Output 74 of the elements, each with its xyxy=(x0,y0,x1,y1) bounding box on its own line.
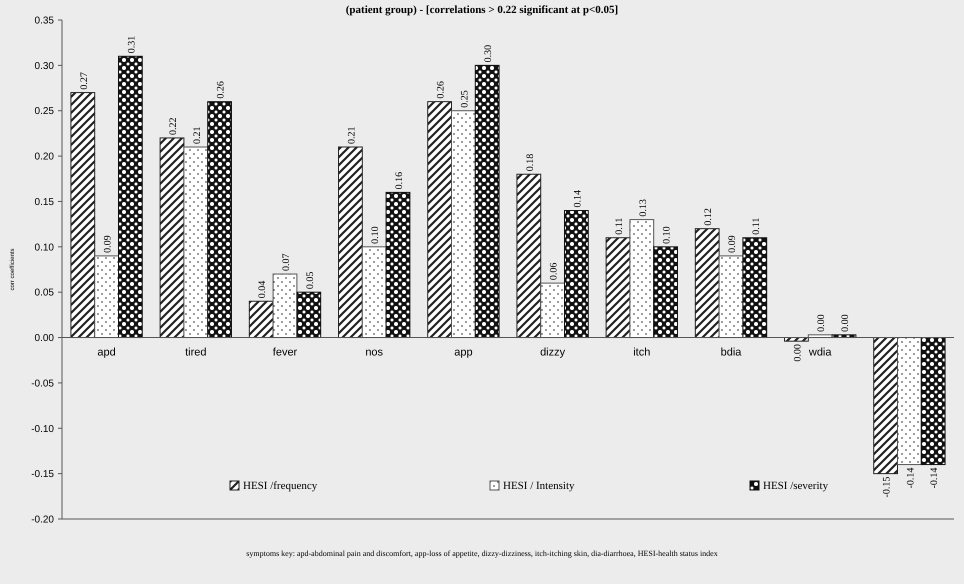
data-label: 0.12 xyxy=(703,208,714,226)
data-label: 0.00 xyxy=(840,314,851,332)
data-label: 0.31 xyxy=(126,36,138,54)
bar xyxy=(248,300,274,338)
data-label: 0.27 xyxy=(78,72,90,90)
data-label: 0.00 xyxy=(792,344,804,362)
legend-label: HESI / Intensity xyxy=(503,480,575,492)
y-tick-label: 0.00 xyxy=(34,333,54,344)
y-tick-label: 0.20 xyxy=(34,152,54,163)
bar xyxy=(606,237,630,338)
data-label: 0.10 xyxy=(370,226,382,244)
data-label: 0.09 xyxy=(727,235,738,253)
data-label: 0.05 xyxy=(304,272,316,290)
data-label: 0.04 xyxy=(257,280,268,298)
x-tick-label: bdia xyxy=(720,346,742,359)
y-tick-label: -0.20 xyxy=(31,514,54,526)
x-tick-label: app xyxy=(454,346,473,359)
data-label: 0.11 xyxy=(750,218,762,235)
y-tick-label: 0.10 xyxy=(34,242,54,254)
data-label: 0.30 xyxy=(483,44,494,62)
y-tick-label: 0.30 xyxy=(34,60,54,72)
data-label: 0.21 xyxy=(192,126,203,144)
data-label: 0.22 xyxy=(168,117,180,135)
data-label: 0.26 xyxy=(436,81,447,99)
bar xyxy=(873,337,898,474)
bar xyxy=(160,137,184,338)
bar xyxy=(427,101,452,338)
bar xyxy=(653,246,678,338)
data-label: 0.11 xyxy=(614,218,626,235)
data-label: 0.13 xyxy=(638,199,649,217)
bar xyxy=(296,292,322,338)
bar xyxy=(694,228,720,338)
data-label: -0.14 xyxy=(905,468,916,488)
y-tick-label: -0.05 xyxy=(31,378,54,390)
chart-title: (patient group) - [correlations > 0.22 significant at p<0.05] xyxy=(346,4,618,16)
text: symptoms key: apd-abdominal pain and discomfort, app-loss of appetite, dizzy-dizziness, itch-itching skin, dia-diarrhoea, HESI-health status index xyxy=(246,549,718,558)
data-label: 0.00 xyxy=(816,314,828,332)
bar xyxy=(516,174,542,338)
y-tick-label: -0.15 xyxy=(31,469,54,480)
y-tick-label: 0.05 xyxy=(34,288,54,299)
data-label: 0.25 xyxy=(459,90,470,108)
x-tick-label: wdia xyxy=(808,346,832,359)
data-label: 0.10 xyxy=(662,226,673,244)
x-tick-label: fever xyxy=(272,346,298,359)
y-tick-label: 0.15 xyxy=(34,196,54,208)
bar xyxy=(118,56,143,338)
bar xyxy=(338,146,363,338)
data-label: -0.15 xyxy=(882,476,893,498)
data-label: 0.14 xyxy=(572,190,584,208)
y-tick-label: 0.35 xyxy=(34,16,54,26)
legend-label: HESI /severity xyxy=(763,480,829,492)
x-tick-label: dizzy xyxy=(540,346,566,359)
data-label: -0.14 xyxy=(929,468,940,488)
bar xyxy=(742,237,768,338)
data-label: 0.16 xyxy=(394,172,405,190)
bar xyxy=(70,92,96,338)
x-tick-label: tired xyxy=(185,346,207,359)
data-label: 0.18 xyxy=(524,154,536,172)
data-label: 0.21 xyxy=(346,126,358,144)
data-label: 0.07 xyxy=(281,254,292,272)
data-label: 0.09 xyxy=(102,235,114,253)
bar xyxy=(474,64,500,338)
legend-label: HESI /frequency xyxy=(243,480,318,492)
bar xyxy=(207,101,232,338)
bar xyxy=(386,192,410,338)
data-label: 0.06 xyxy=(548,262,560,280)
y-tick-label: 0.25 xyxy=(34,106,54,118)
data-label: 0.26 xyxy=(216,81,227,99)
x-tick-label: itch xyxy=(633,346,650,359)
x-tick-label: apd xyxy=(97,346,116,359)
y-tick-label: -0.10 xyxy=(31,424,54,435)
bar xyxy=(920,337,946,466)
bar xyxy=(564,210,589,338)
x-tick-label: nos xyxy=(365,346,384,359)
